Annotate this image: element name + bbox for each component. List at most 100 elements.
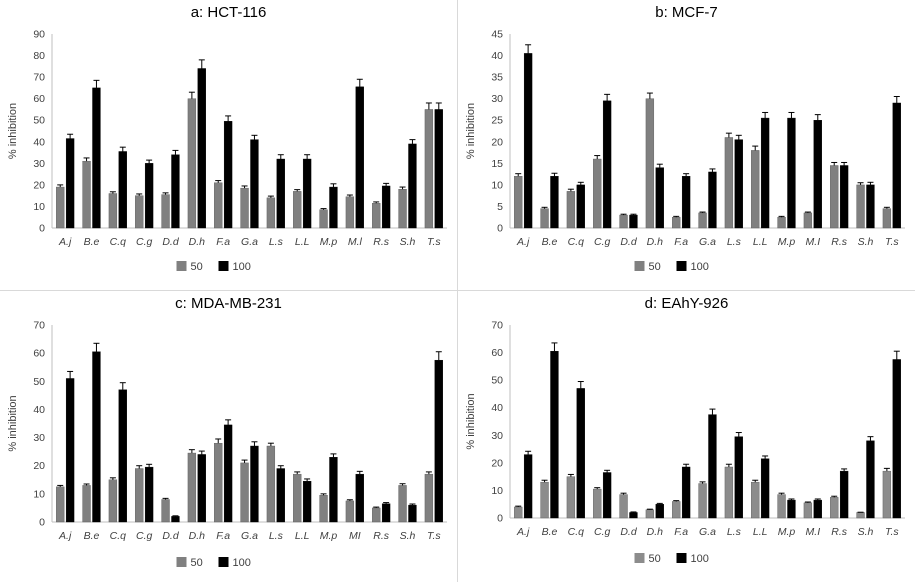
x-tick-label: S.h <box>400 530 416 542</box>
bar-s50-L.s <box>266 197 276 229</box>
x-tick-label: D.d <box>162 530 180 542</box>
bar-s100-T.s <box>892 359 901 519</box>
y-tick-label: 20 <box>33 179 45 191</box>
x-tick-label: R.s <box>373 530 390 542</box>
x-tick-label: C.q <box>568 526 585 538</box>
bar-s100-A.j <box>65 378 75 523</box>
bar-s50-C.g <box>593 488 602 519</box>
y-tick-label: 30 <box>33 432 45 444</box>
bar-s100-L.s <box>734 139 743 229</box>
bar-s100-S.h <box>408 504 417 523</box>
bar-s50-A.j <box>514 506 523 519</box>
bar-s100-L.L <box>760 458 770 519</box>
x-tick-label: S.h <box>400 236 416 248</box>
bar-s50-L.s <box>266 445 276 523</box>
bar-s100-L.L <box>760 117 770 229</box>
bar-s50-D.d <box>619 494 628 519</box>
x-tick-label: M.p <box>778 526 796 538</box>
x-tick-label: C.g <box>594 236 611 248</box>
x-tick-label: L.L <box>295 236 310 248</box>
y-tick-label: 10 <box>491 485 503 497</box>
y-tick-label: 70 <box>491 320 503 332</box>
bar-s100-D.d <box>171 154 180 229</box>
legend-swatch-50 <box>176 557 187 567</box>
legend-label-50: 50 <box>191 261 203 273</box>
bar-s50-F.a <box>672 501 681 519</box>
chart-title: b: MCF-7 <box>655 4 718 21</box>
legend-label-100: 100 <box>233 261 251 273</box>
bar-s100-R.s <box>839 165 849 229</box>
bar-s50-D.h <box>187 452 197 523</box>
bar-s50-R.s <box>372 507 381 523</box>
x-tick-label: M.p <box>778 236 796 248</box>
legend-swatch-50 <box>176 261 187 271</box>
x-tick-label: T.s <box>427 236 441 248</box>
bar-s50-S.h <box>398 485 407 523</box>
y-tick-label: 30 <box>33 158 45 170</box>
bar-s100-T.s <box>892 102 901 229</box>
y-tick-label: 35 <box>491 72 503 84</box>
bar-s50-C.q <box>108 479 118 523</box>
x-tick-label: R.s <box>373 236 390 248</box>
x-tick-label: S.h <box>858 526 874 538</box>
bar-s100-MI <box>355 473 364 523</box>
y-tick-label: 0 <box>39 517 45 529</box>
x-tick-label: D.h <box>647 236 664 248</box>
x-tick-label: A.j <box>58 236 72 248</box>
bar-s50-T.s <box>424 109 434 229</box>
y-axis-label: % inhibition <box>7 395 19 451</box>
bar-s50-G.a <box>698 483 707 519</box>
legend-swatch-50 <box>634 261 645 271</box>
y-tick-label: 70 <box>33 72 45 84</box>
x-tick-label: T.s <box>427 530 441 542</box>
bar-s50-D.d <box>619 214 628 229</box>
x-tick-label: M.I <box>806 526 821 538</box>
y-tick-label: 25 <box>491 115 503 127</box>
bar-s100-L.L <box>302 158 312 229</box>
x-tick-label: A.j <box>58 530 72 542</box>
bar-s50-L.L <box>293 191 302 229</box>
legend-swatch-50 <box>634 553 645 563</box>
bar-s50-D.d <box>161 194 170 229</box>
bar-s100-A.j <box>523 454 533 519</box>
x-tick-label: C.g <box>136 236 153 248</box>
y-axis-label: % inhibition <box>465 393 477 449</box>
bar-s100-M.I <box>813 120 822 229</box>
x-tick-label: L.L <box>753 526 768 538</box>
bar-s100-S.h <box>866 184 875 229</box>
x-tick-label: C.q <box>568 236 585 248</box>
bar-s50-L.L <box>751 481 760 519</box>
bar-s50-C.q <box>566 191 576 229</box>
bar-s100-D.d <box>629 512 638 519</box>
bar-s50-M.p <box>319 209 328 229</box>
x-tick-label: F.a <box>216 530 230 542</box>
bar-s100-T.s <box>434 359 443 523</box>
x-tick-label: D.h <box>189 236 206 248</box>
bar-s50-R.s <box>830 165 839 229</box>
bar-s100-D.h <box>197 68 206 229</box>
y-tick-label: 15 <box>491 158 503 170</box>
x-tick-label: G.a <box>241 530 258 542</box>
bar-s50-G.a <box>240 462 249 523</box>
y-tick-label: 50 <box>33 115 45 127</box>
bar-s100-B.e <box>92 351 101 523</box>
bar-s100-D.d <box>171 516 180 523</box>
bar-s50-F.a <box>214 442 223 523</box>
x-tick-label: B.e <box>84 530 100 542</box>
y-tick-label: 20 <box>491 457 503 469</box>
x-tick-label: M.p <box>320 530 338 542</box>
legend-label-100: 100 <box>691 553 709 565</box>
bar-s100-M.p <box>329 457 338 523</box>
y-tick-label: 50 <box>33 376 45 388</box>
y-tick-label: 70 <box>33 320 45 332</box>
y-axis-label: % inhibition <box>7 103 19 159</box>
bar-s100-G.a <box>708 171 717 229</box>
bar-s50-G.a <box>240 187 249 229</box>
x-tick-label: C.q <box>110 530 127 542</box>
bar-s100-G.a <box>250 139 259 229</box>
bar-s100-C.q <box>118 389 127 523</box>
y-tick-label: 40 <box>33 136 45 148</box>
x-tick-label: M.l <box>348 236 363 248</box>
bar-s50-D.h <box>187 98 197 229</box>
bar-s50-L.s <box>724 137 734 229</box>
